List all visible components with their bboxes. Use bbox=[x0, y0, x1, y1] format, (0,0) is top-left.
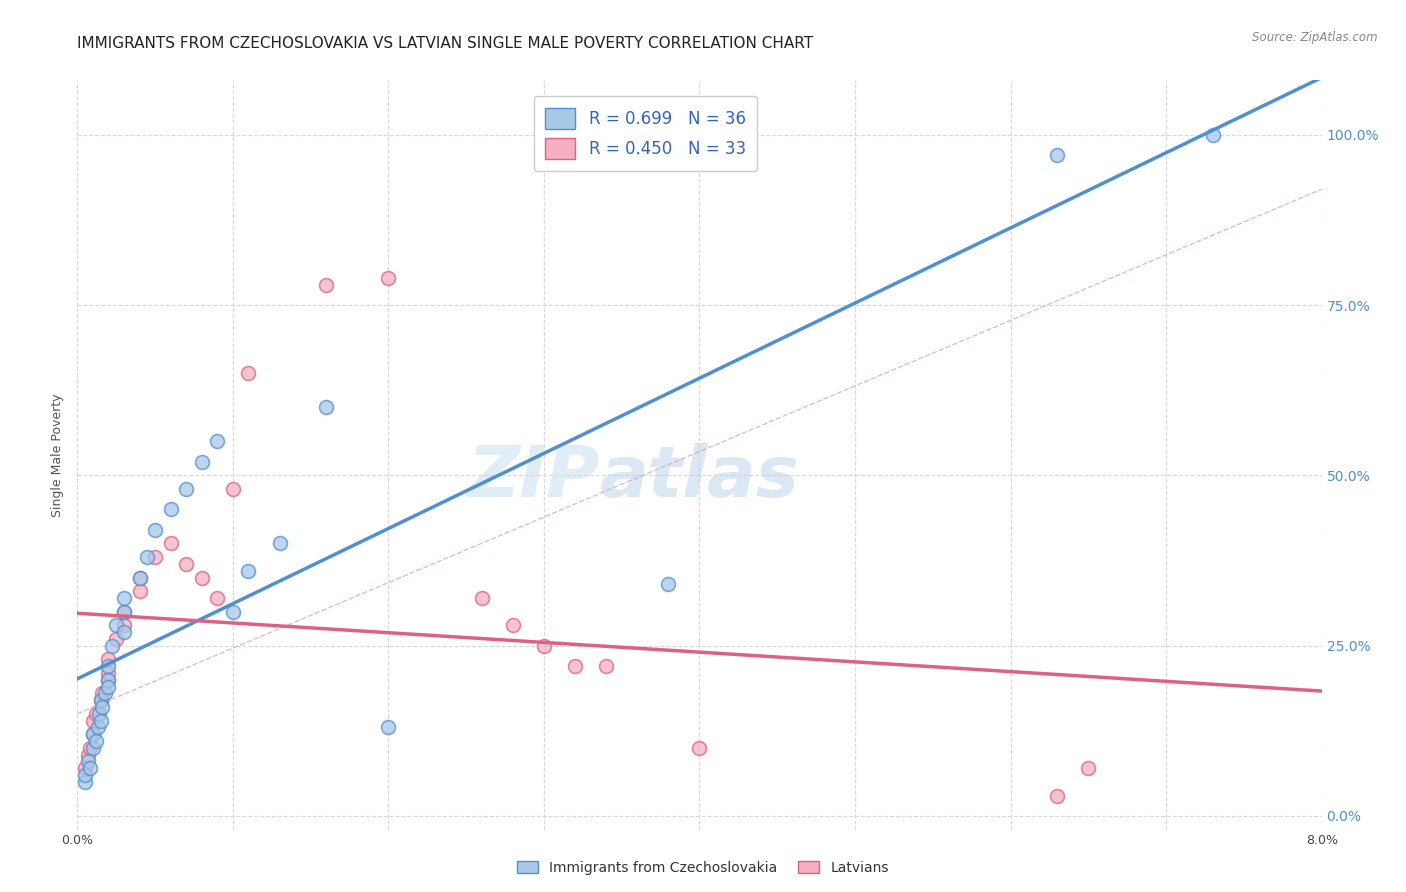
Point bbox=[97, 659, 120, 673]
Point bbox=[82, 727, 104, 741]
Point bbox=[75, 775, 97, 789]
Legend: R = 0.699   N = 36, R = 0.450   N = 33: R = 0.699 N = 36, R = 0.450 N = 33 bbox=[534, 96, 758, 170]
Point bbox=[128, 584, 150, 599]
Point bbox=[128, 570, 150, 584]
Point bbox=[97, 652, 120, 666]
Point bbox=[97, 665, 120, 680]
Point bbox=[112, 591, 135, 605]
Point bbox=[91, 700, 114, 714]
Point bbox=[77, 755, 100, 769]
Text: ZIP: ZIP bbox=[468, 443, 600, 512]
Point bbox=[105, 632, 128, 646]
Point bbox=[91, 686, 114, 700]
Point bbox=[1202, 128, 1225, 142]
Point bbox=[79, 761, 101, 775]
Point bbox=[222, 482, 245, 496]
Point bbox=[97, 673, 120, 687]
Legend: Immigrants from Czechoslovakia, Latvians: Immigrants from Czechoslovakia, Latvians bbox=[512, 855, 894, 880]
Point bbox=[207, 591, 229, 605]
Point bbox=[75, 768, 97, 782]
Point bbox=[143, 523, 166, 537]
Point bbox=[97, 673, 120, 687]
Text: atlas: atlas bbox=[600, 443, 800, 512]
Point bbox=[657, 577, 679, 591]
Point bbox=[159, 502, 181, 516]
Point bbox=[79, 740, 101, 755]
Point bbox=[1046, 789, 1069, 803]
Point bbox=[377, 720, 399, 734]
Point bbox=[84, 734, 107, 748]
Point bbox=[75, 761, 97, 775]
Point bbox=[471, 591, 494, 605]
Point bbox=[90, 693, 112, 707]
Point bbox=[502, 618, 524, 632]
Point bbox=[595, 659, 617, 673]
Point bbox=[90, 693, 112, 707]
Point bbox=[94, 686, 117, 700]
Point bbox=[191, 570, 214, 584]
Point bbox=[377, 270, 399, 285]
Point bbox=[222, 605, 245, 619]
Point bbox=[1046, 148, 1069, 162]
Point bbox=[533, 639, 555, 653]
Point bbox=[689, 740, 711, 755]
Point bbox=[128, 570, 150, 584]
Point bbox=[112, 625, 135, 640]
Point bbox=[97, 680, 120, 694]
Point bbox=[112, 605, 135, 619]
Point bbox=[84, 706, 107, 721]
Point bbox=[86, 720, 108, 734]
Text: IMMIGRANTS FROM CZECHOSLOVAKIA VS LATVIAN SINGLE MALE POVERTY CORRELATION CHART: IMMIGRANTS FROM CZECHOSLOVAKIA VS LATVIA… bbox=[77, 36, 814, 51]
Point bbox=[174, 557, 197, 571]
Point bbox=[159, 536, 181, 550]
Point bbox=[77, 747, 100, 762]
Point bbox=[112, 605, 135, 619]
Point bbox=[564, 659, 586, 673]
Point bbox=[174, 482, 197, 496]
Point bbox=[207, 434, 229, 449]
Point bbox=[269, 536, 291, 550]
Point bbox=[143, 550, 166, 565]
Text: Source: ZipAtlas.com: Source: ZipAtlas.com bbox=[1253, 31, 1378, 45]
Point bbox=[315, 277, 337, 292]
Point bbox=[87, 706, 110, 721]
Point bbox=[315, 401, 337, 415]
Point bbox=[82, 714, 104, 728]
Point bbox=[238, 366, 260, 380]
Point bbox=[82, 740, 104, 755]
Point bbox=[112, 618, 135, 632]
Point bbox=[105, 618, 128, 632]
Point bbox=[191, 455, 214, 469]
Point bbox=[1077, 761, 1099, 775]
Point bbox=[136, 550, 159, 565]
Point bbox=[90, 714, 112, 728]
Y-axis label: Single Male Poverty: Single Male Poverty bbox=[51, 393, 65, 516]
Point bbox=[100, 639, 122, 653]
Point bbox=[238, 564, 260, 578]
Point bbox=[82, 727, 104, 741]
